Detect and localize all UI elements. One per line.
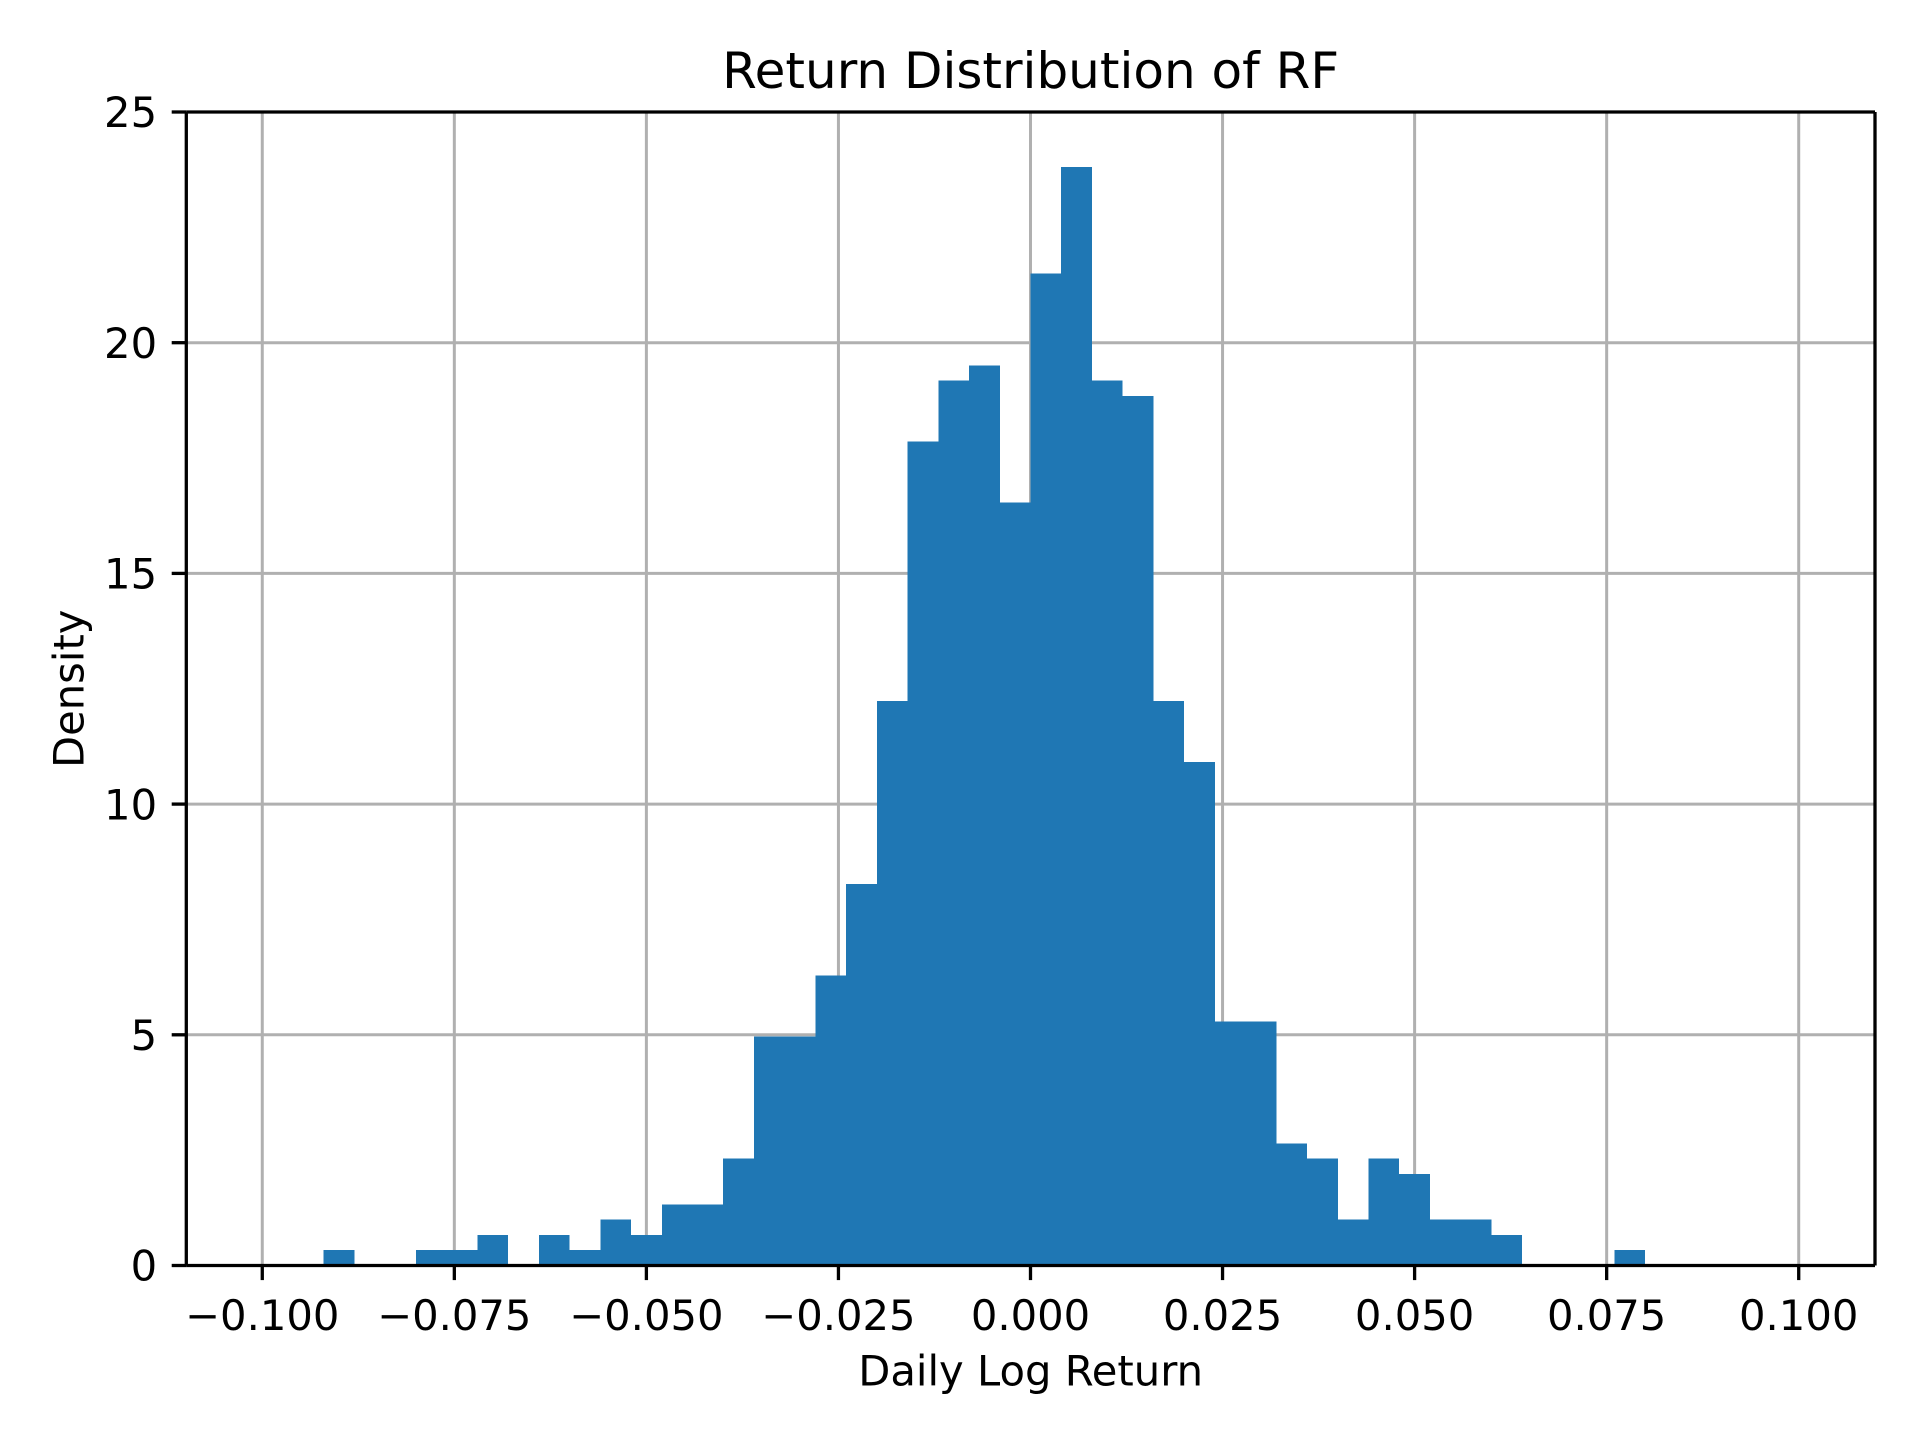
tick-labels-layer: −0.100 −0.075 −0.050 −0.025 0.000 0.025 0.050 0… [104, 88, 1858, 1340]
histogram-bar [753, 1036, 785, 1266]
histogram-bar [784, 1036, 816, 1266]
histogram-bar [1245, 1021, 1277, 1266]
x-tick-label: 0.100 [1739, 1291, 1858, 1340]
y-tick-label: 0 [131, 1242, 158, 1291]
y-tick-label: 5 [131, 1011, 158, 1060]
histogram-bar [446, 1250, 478, 1266]
y-axis-label: Density [45, 610, 94, 769]
histogram-bar [323, 1250, 355, 1266]
histogram-bar [1061, 166, 1092, 1266]
histogram-bar [876, 700, 908, 1266]
histogram-bar [477, 1235, 509, 1266]
histogram-bar [569, 1250, 601, 1266]
x-tick-label: 0.000 [971, 1291, 1090, 1340]
histogram-bar [1368, 1158, 1400, 1266]
x-tick-label: 0.025 [1163, 1291, 1282, 1340]
histogram-bar [661, 1204, 693, 1266]
histogram-bar [1091, 380, 1123, 1266]
histogram-bar [415, 1250, 447, 1266]
y-tick-label: 10 [104, 780, 157, 829]
histogram-bar [538, 1235, 570, 1266]
x-tick-label: −0.025 [761, 1291, 915, 1340]
histogram-bar [723, 1158, 754, 1266]
histogram-bar [907, 441, 939, 1266]
histogram-bar [1429, 1219, 1461, 1266]
histogram-bar [815, 975, 847, 1266]
histogram-bar [1491, 1235, 1523, 1266]
histogram-bar [1153, 700, 1185, 1266]
histogram-bar [1460, 1219, 1492, 1266]
histogram-bar [1614, 1250, 1646, 1266]
x-tick-label: −0.100 [185, 1291, 339, 1340]
histogram-bar [846, 884, 877, 1266]
y-tick-label: 15 [104, 550, 157, 599]
y-tick-label: 20 [104, 319, 157, 368]
histogram-bar [999, 502, 1031, 1266]
histogram-bar [1184, 761, 1215, 1266]
histogram-bar [969, 365, 1000, 1266]
x-tick-label: 0.075 [1547, 1291, 1666, 1340]
x-tick-label: −0.075 [377, 1291, 531, 1340]
histogram-bar [1276, 1143, 1308, 1266]
bars-layer [323, 166, 1646, 1266]
histogram-bar [1337, 1219, 1369, 1266]
x-axis-label: Daily Log Return [858, 1347, 1203, 1396]
x-tick-label: −0.050 [569, 1291, 723, 1340]
x-tick-label: 0.050 [1355, 1291, 1474, 1340]
histogram-bar [1122, 395, 1154, 1266]
histogram-bar [1030, 273, 1062, 1266]
histogram-bar [938, 380, 970, 1266]
histogram-bar [692, 1204, 724, 1266]
histogram-bar [1399, 1173, 1430, 1266]
y-tick-label: 25 [104, 88, 157, 137]
histogram-bar [1307, 1158, 1338, 1266]
histogram-bar [1214, 1021, 1246, 1266]
chart-title: Return Distribution of RF [722, 42, 1339, 100]
histogram-bar [600, 1219, 632, 1266]
histogram-bar [631, 1235, 662, 1266]
ticks-layer [171, 110, 1801, 1281]
